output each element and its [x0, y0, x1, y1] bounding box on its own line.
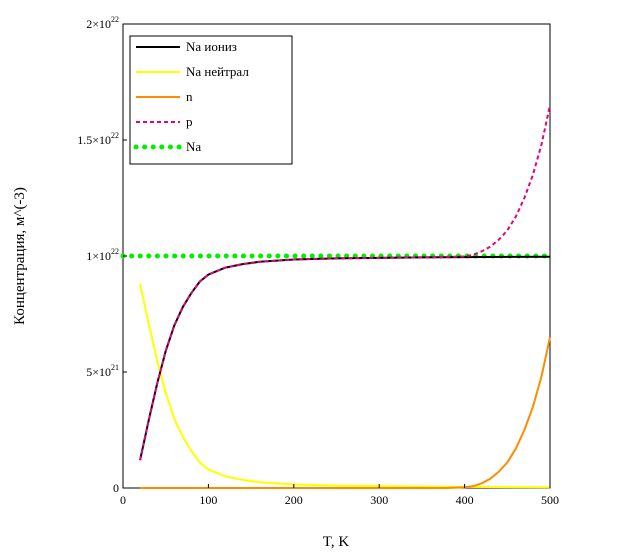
y-tick-label: 0 — [113, 481, 119, 495]
x-tick-label: 400 — [456, 493, 474, 507]
y-tick-label: 1×1022 — [86, 247, 119, 263]
x-ticks: 0 100 200 300 400 500 — [120, 484, 559, 507]
series-layer — [120, 104, 553, 489]
series-line-3 — [139, 104, 551, 461]
y-tick-label: 2×1022 — [86, 15, 119, 31]
legend-label: Na нейтрал — [186, 64, 249, 79]
series-line-2 — [140, 336, 551, 489]
x-tick-label: 300 — [370, 493, 388, 507]
legend-label: p — [186, 114, 193, 129]
legend-label: Na иониз — [186, 39, 237, 54]
legend: Na иониз Na нейтрал np Na — [129, 35, 293, 165]
x-tick-label: 200 — [285, 493, 303, 507]
legend-box — [129, 35, 293, 165]
legend-label: n — [186, 89, 193, 104]
x-tick-label: 100 — [199, 493, 217, 507]
y-ticks: 0 5×1021 1×1022 1.5×1022 2×1022 — [77, 15, 127, 495]
y-tick-label: 5×1021 — [86, 363, 119, 379]
x-tick-label: 0 — [120, 493, 126, 507]
x-tick-label: 500 — [541, 493, 559, 507]
y-axis-label: Концентрация, м^(-3) — [12, 187, 28, 325]
y-tick-label: 1.5×1022 — [77, 131, 119, 147]
x-axis-label: T, K — [323, 534, 350, 550]
legend-label: Na — [186, 139, 201, 154]
series-line-1 — [139, 283, 551, 489]
